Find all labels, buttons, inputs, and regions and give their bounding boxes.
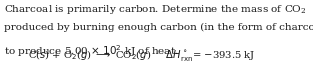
Text: C($\mathit{s}$) + O$_2$($\mathit{g}$) $\longrightarrow$ CO$_2$($\mathit{g}$)    : C($\mathit{s}$) + O$_2$($\mathit{g}$) $\… [28, 48, 256, 63]
Text: produced by burning enough carbon (in the form of charcoal): produced by burning enough carbon (in th… [4, 23, 313, 32]
Text: Charcoal is primarily carbon. Determine the mass of $\mathregular{CO_2}$: Charcoal is primarily carbon. Determine … [4, 3, 306, 16]
Text: to produce 5.00 $\times$ $10^2$ kJ of heat.: to produce 5.00 $\times$ $10^2$ kJ of he… [4, 43, 178, 59]
